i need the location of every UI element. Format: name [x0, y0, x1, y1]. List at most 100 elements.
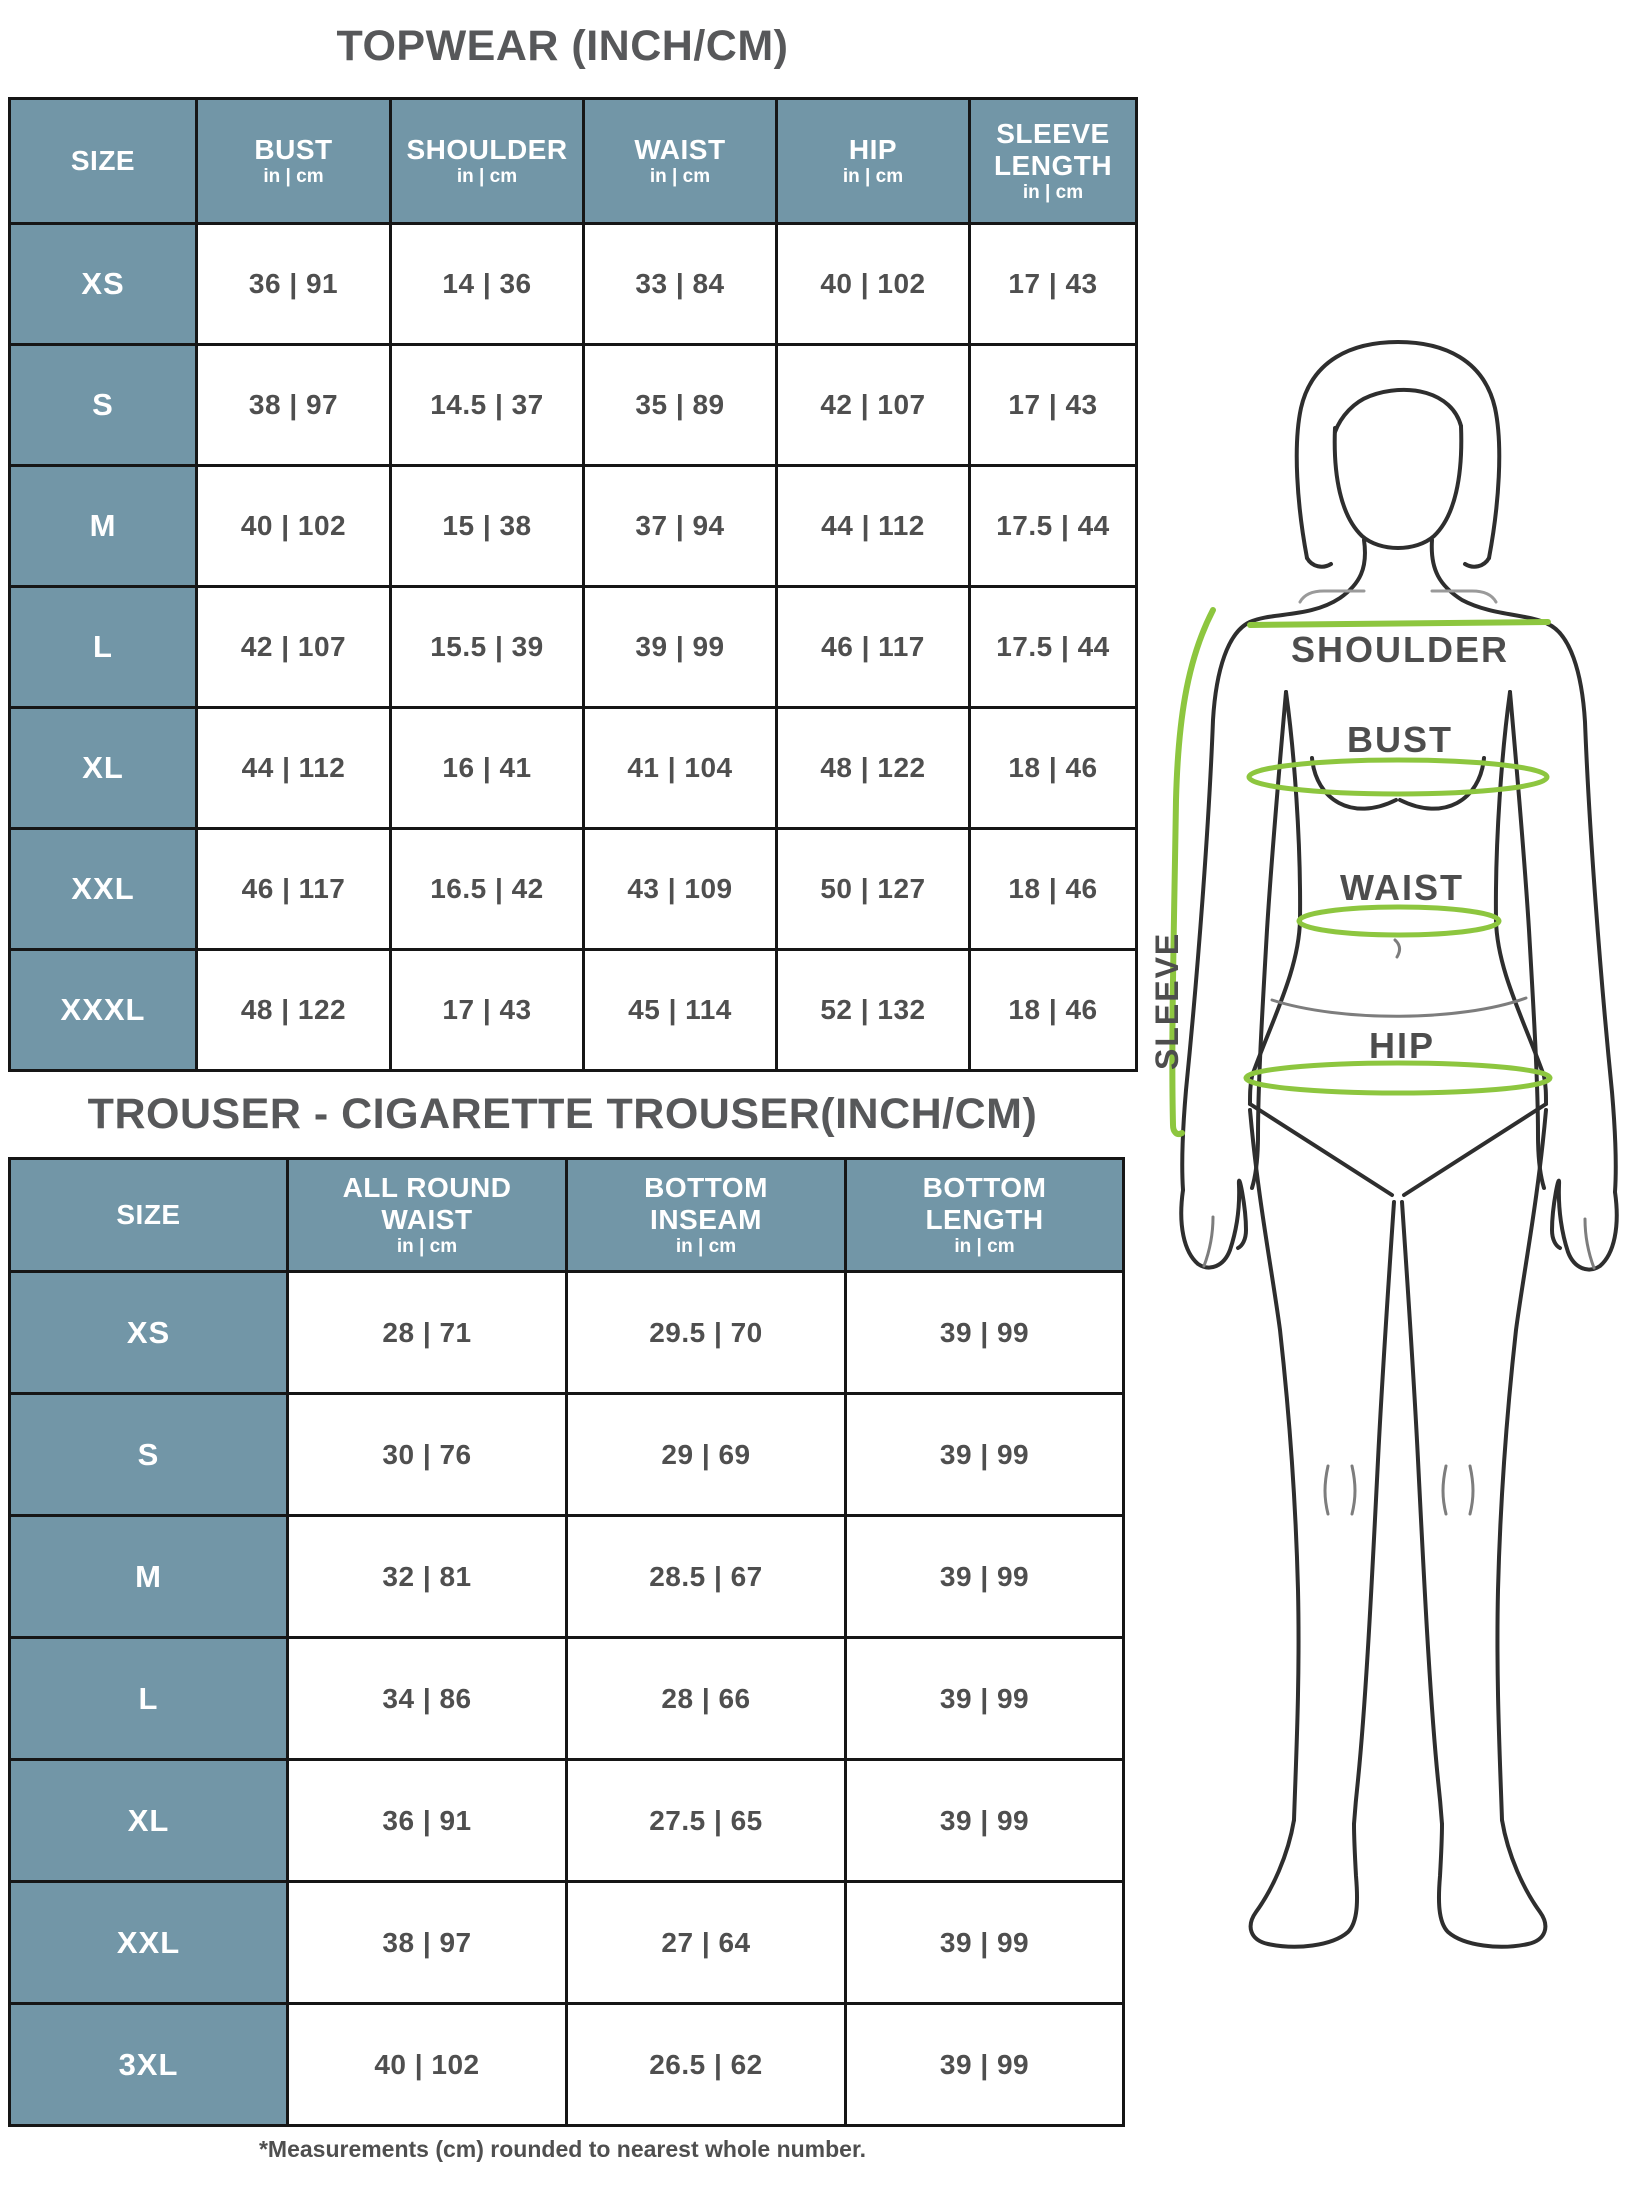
- size-cell: XXXL: [8, 948, 198, 1072]
- figure-torso-left: [1248, 690, 1303, 1106]
- size-cell: 3XL: [8, 2002, 289, 2127]
- value-cell: 40 | 102: [286, 2002, 568, 2127]
- value-cell: 30 | 76: [286, 1392, 568, 1517]
- value-cell: 40 | 102: [195, 464, 392, 588]
- value-cell: 35 | 89: [582, 343, 778, 467]
- table-row: M 32 | 81 28.5 | 67 39 | 99: [8, 1514, 1125, 1639]
- value-cell: 42 | 107: [775, 343, 971, 467]
- table-row: XL 44 | 112 16 | 41 41 | 104 48 | 122 18 | 46: [8, 706, 1138, 830]
- topwear-body: XS 36 | 91 14 | 36 33 | 84 40 | 102 17 | 43 S 3…: [8, 222, 1138, 1072]
- shoulder-measure-line: [1247, 619, 1551, 628]
- table-row: L 34 | 86 28 | 66 39 | 99: [8, 1636, 1125, 1761]
- figure-arm-outer-left: [1180, 620, 1252, 1192]
- size-cell: XS: [8, 222, 198, 346]
- hip-measure-ellipse: [1243, 1060, 1553, 1096]
- value-cell: 38 | 97: [286, 1880, 568, 2005]
- topwear-size-table: SIZE BUST in | cm SHOULDER in | cm WAIST in | …: [8, 97, 1138, 1072]
- value-cell: 39 | 99: [844, 1270, 1125, 1395]
- size-cell: L: [8, 585, 198, 709]
- value-cell: 39 | 99: [844, 2002, 1125, 2127]
- figure-leg-outer-right: [1495, 1108, 1548, 1822]
- value-cell: 26.5 | 62: [565, 2002, 847, 2127]
- value-cell: 29 | 69: [565, 1392, 847, 1517]
- unit-label: in | cm: [1022, 181, 1084, 203]
- waist-measure-ellipse: [1296, 904, 1502, 938]
- table-row: XXL 38 | 97 27 | 64 39 | 99: [8, 1880, 1125, 2005]
- bust-measure-ellipse: [1246, 757, 1550, 797]
- value-cell: 16 | 41: [389, 706, 585, 830]
- value-cell: 17.5 | 44: [968, 464, 1138, 588]
- figure-leg-inner-left: [1352, 1200, 1396, 1826]
- value-cell: 14 | 36: [389, 222, 585, 346]
- value-cell: 40 | 102: [775, 222, 971, 346]
- column-header: HIP in | cm: [775, 97, 971, 225]
- figure-hair-tip-right: [1463, 556, 1491, 569]
- value-cell: 17 | 43: [968, 222, 1138, 346]
- shoulder-label: SHOULDER: [1291, 629, 1509, 670]
- value-cell: 36 | 91: [286, 1758, 568, 1883]
- value-cell: 33 | 84: [582, 222, 778, 346]
- figure-neck-right: [1429, 538, 1550, 626]
- value-cell: 16.5 | 42: [389, 827, 585, 951]
- value-cell: 48 | 122: [775, 706, 971, 830]
- unit-label: in | cm: [456, 166, 518, 188]
- size-cell: XXL: [8, 827, 198, 951]
- value-cell: 45 | 114: [582, 948, 778, 1072]
- value-cell: 41 | 104: [582, 706, 778, 830]
- value-cell: 17 | 43: [968, 343, 1138, 467]
- table-row: M 40 | 102 15 | 38 37 | 94 44 | 112 17.5 | 44: [8, 464, 1138, 588]
- size-cell: S: [8, 1392, 289, 1517]
- value-cell: 34 | 86: [286, 1636, 568, 1761]
- figure-panty-top-line: [1270, 996, 1528, 1018]
- column-header: ALL ROUND WAIST in | cm: [286, 1157, 568, 1273]
- measurement-footnote: *Measurements (cm) rounded to nearest wh…: [258, 2136, 867, 2162]
- figure-torso-right: [1493, 690, 1548, 1106]
- value-cell: 17 | 43: [389, 948, 585, 1072]
- unit-label: in | cm: [396, 1235, 458, 1257]
- value-cell: 39 | 99: [844, 1514, 1125, 1639]
- column-header: WAIST in | cm: [582, 97, 778, 225]
- figure-bust-curve-left: [1310, 756, 1398, 811]
- column-header-label: BOTTOM INSEAM: [644, 1172, 768, 1235]
- size-cell: M: [8, 464, 198, 588]
- sleeve-label: SLEEVE: [1149, 932, 1185, 1070]
- figure-panty-v-right: [1402, 1102, 1548, 1197]
- trouser-section-title: TROUSER - CIGARETTE TROUSER(INCH/CM): [87, 1090, 1038, 1138]
- topwear-header-row: SIZE BUST in | cm SHOULDER in | cm WAIST in | …: [8, 97, 1138, 225]
- topwear-section-title: TOPWEAR (INCH/CM): [336, 22, 789, 70]
- figure-face-outline: [1332, 424, 1464, 550]
- trouser-header-row: SIZE ALL ROUND WAIST in | cm BOTTOM INSEAM i…: [8, 1157, 1125, 1273]
- trouser-size-table: SIZE ALL ROUND WAIST in | cm BOTTOM INSEAM i…: [8, 1157, 1125, 2127]
- value-cell: 44 | 112: [195, 706, 392, 830]
- column-header-label: SIZE: [116, 1199, 181, 1231]
- unit-label: in | cm: [954, 1235, 1015, 1257]
- figure-finger-right: [1583, 1217, 1596, 1270]
- value-cell: 39 | 99: [844, 1880, 1125, 2005]
- column-header-label: HIP: [848, 133, 898, 165]
- table-row: XL 36 | 91 27.5 | 65 39 | 99: [8, 1758, 1125, 1883]
- figure-arm-inner-right: [1508, 690, 1546, 1190]
- table-row: 3XL 40 | 102 26.5 | 62 39 | 99: [8, 2002, 1125, 2127]
- size-cell: XL: [8, 1758, 289, 1883]
- value-cell: 36 | 91: [195, 222, 392, 346]
- size-cell: M: [8, 1514, 289, 1639]
- figure-fringe-line: [1333, 387, 1463, 434]
- figure-navel-mark: [1393, 938, 1402, 959]
- column-header-label: SHOULDER: [406, 133, 568, 165]
- column-header: SHOULDER in | cm: [389, 97, 585, 225]
- hip-label: HIP: [1369, 1025, 1435, 1066]
- value-cell: 48 | 122: [195, 948, 392, 1072]
- column-header-label: WAIST: [634, 133, 726, 165]
- value-cell: 43 | 109: [582, 827, 778, 951]
- column-header: BOTTOM INSEAM in | cm: [565, 1157, 847, 1273]
- table-row: XS 28 | 71 29.5 | 70 39 | 99: [8, 1270, 1125, 1395]
- size-cell: S: [8, 343, 198, 467]
- value-cell: 52 | 132: [775, 948, 971, 1072]
- table-row: XXL 46 | 117 16.5 | 42 43 | 109 50 | 127 18 |…: [8, 827, 1138, 951]
- table-row: S 38 | 97 14.5 | 37 35 | 89 42 | 107 17 | 43: [8, 343, 1138, 467]
- column-header-label: BOTTOM LENGTH: [922, 1172, 1047, 1235]
- column-header-label: ALL ROUND WAIST: [342, 1172, 512, 1235]
- value-cell: 18 | 46: [968, 827, 1138, 951]
- figure-collar-hint-left: [1298, 589, 1366, 604]
